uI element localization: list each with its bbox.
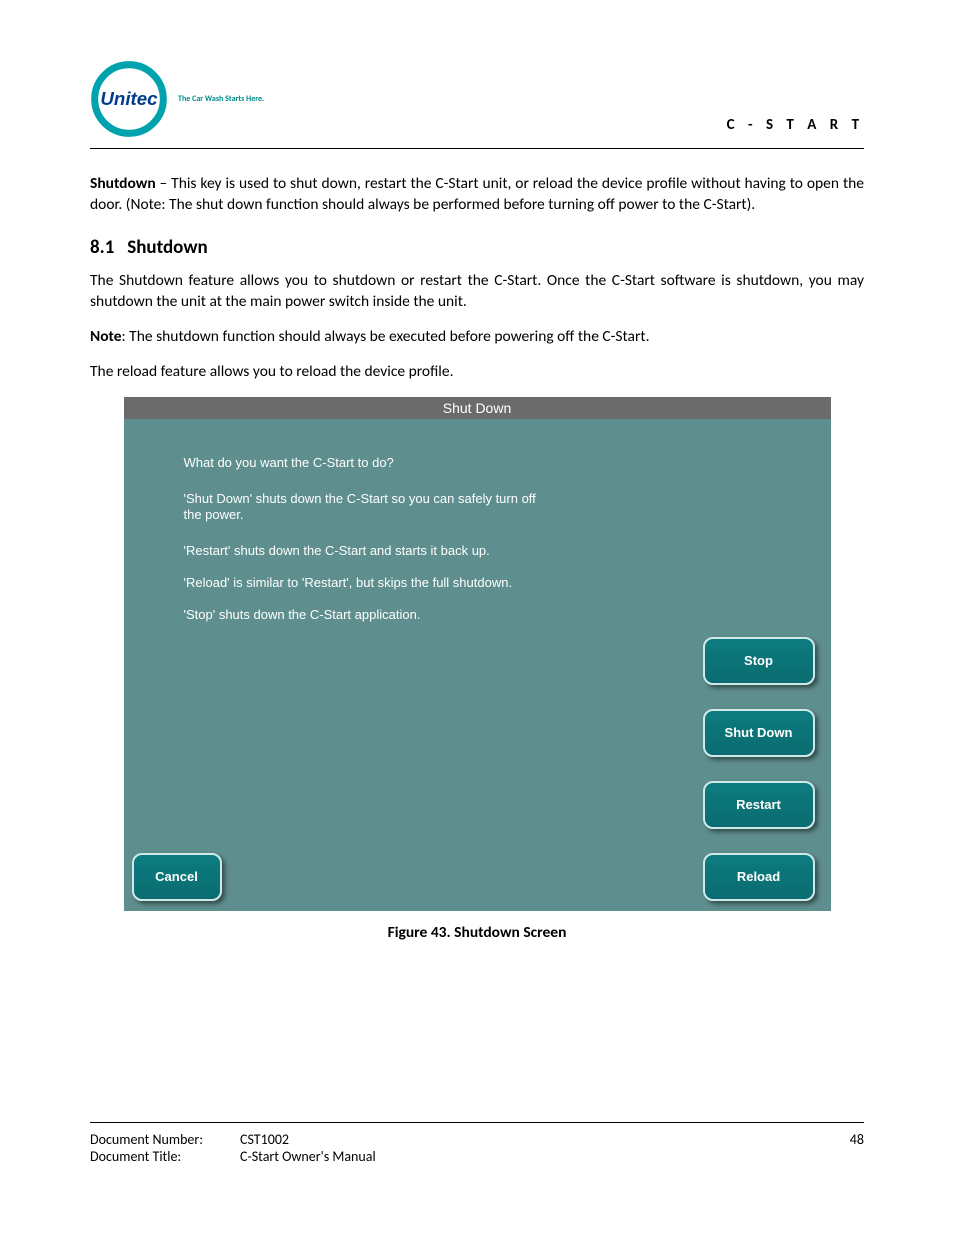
page-footer: Document Number: Document Title: CST1002…: [90, 1122, 864, 1165]
section-p1: The Shutdown feature allows you to shutd…: [90, 271, 864, 313]
shutdown-button[interactable]: Shut Down: [703, 709, 815, 757]
screenshot-body: What do you want the C-Start to do? 'Shu…: [124, 419, 831, 911]
section-title: Shutdown: [127, 236, 207, 259]
footer-doc-title-value: C-Start Owner's Manual: [240, 1148, 376, 1165]
cancel-button[interactable]: Cancel: [132, 853, 222, 901]
screenshot-line-reload: 'Reload' is similar to 'Restart', but sk…: [184, 575, 651, 591]
screenshot-line-stop: 'Stop' shuts down the C-Start applicatio…: [184, 607, 651, 623]
intro-paragraph: Shutdown – This key is used to shut down…: [90, 174, 864, 216]
footer-doc-title-label: Document Title:: [90, 1148, 240, 1165]
figure-caption: Figure 43. Shutdown Screen: [90, 923, 864, 942]
section-heading: 8.1 Shutdown: [90, 236, 864, 259]
intro-bold-lead: Shutdown: [90, 174, 156, 193]
unitec-logo-icon: Unitec: [90, 60, 168, 138]
section-note: Note: The shutdown function should alway…: [90, 327, 864, 348]
section-p2: The reload feature allows you to reload …: [90, 362, 864, 383]
logo-group: Unitec The Car Wash Starts Here.: [90, 60, 264, 138]
screenshot-line-shutdown: 'Shut Down' shuts down the C-Start so yo…: [184, 491, 554, 524]
screenshot-titlebar: Shut Down: [124, 397, 831, 419]
note-label: Note: [90, 327, 122, 346]
logo-tagline: The Car Wash Starts Here.: [178, 94, 264, 104]
reload-button[interactable]: Reload: [703, 853, 815, 901]
restart-button[interactable]: Restart: [703, 781, 815, 829]
stop-button[interactable]: Stop: [703, 637, 815, 685]
page-header: Unitec The Car Wash Starts Here. C - S T…: [90, 60, 864, 149]
note-text: : The shutdown function should always be…: [122, 327, 650, 346]
screenshot-line-restart: 'Restart' shuts down the C-Start and sta…: [184, 543, 651, 559]
footer-doc-number-label: Document Number:: [90, 1131, 240, 1148]
footer-doc-number-value: CST1002: [240, 1131, 376, 1148]
shutdown-screenshot: Shut Down What do you want the C-Start t…: [124, 397, 831, 911]
logo-text: Unitec: [100, 88, 158, 109]
intro-text: – This key is used to shut down, restart…: [90, 174, 864, 214]
header-title: C - S T A R T: [727, 116, 864, 138]
footer-page-number: 48: [850, 1131, 864, 1165]
section-number: 8.1: [90, 236, 114, 259]
screenshot-question: What do you want the C-Start to do?: [184, 455, 651, 471]
